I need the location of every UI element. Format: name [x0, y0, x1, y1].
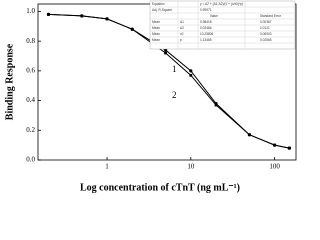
series-label: 1	[172, 64, 177, 74]
data-point	[47, 13, 50, 16]
data-point	[189, 73, 193, 77]
data-point	[105, 17, 109, 21]
y-tick-label: 0.8	[26, 37, 35, 45]
table-cell: A1	[180, 20, 184, 24]
table-cell: Standard Error	[260, 14, 282, 18]
y-tick-label: 0.4	[26, 96, 35, 104]
data-point	[273, 143, 277, 147]
data-point	[287, 146, 291, 150]
y-tick-label: 1.0	[26, 7, 35, 15]
table-cell: 0.02565	[260, 38, 272, 42]
data-point	[80, 14, 84, 18]
table-cell: 10.25806	[200, 32, 214, 36]
table-cell: 0.99971	[200, 8, 212, 12]
series-line	[48, 13, 290, 149]
table-cell: x0	[180, 32, 184, 36]
y-tick-label: 0.6	[26, 66, 35, 74]
table-cell: 0.0121	[260, 26, 270, 30]
table-cell: 0.02466	[200, 26, 212, 30]
table-cell: Mean	[152, 38, 160, 42]
table-cell: Mean	[152, 32, 160, 36]
table-cell: A2	[180, 26, 184, 30]
chart: Binding Response Log concentration of cT…	[4, 0, 297, 193]
y-axis-title: Binding Response	[4, 43, 15, 120]
table-cell: y = A2 + (A1-A2)/(1 + (x/x0)^p)	[200, 2, 243, 6]
table-cell: Value	[210, 14, 218, 18]
table-cell: 1.13465	[200, 38, 212, 42]
data-point	[214, 103, 218, 107]
table-cell: p	[180, 38, 182, 42]
y-tick-label: 0.0	[26, 156, 35, 164]
table-cell: Equation	[152, 2, 165, 6]
data-point	[247, 133, 251, 137]
data-point	[163, 48, 168, 52]
data-point	[164, 51, 167, 55]
y-tick-label: 0.2	[26, 126, 35, 134]
table-cell: 0.00387	[260, 20, 272, 24]
data-point	[130, 27, 134, 31]
x-tick-label: 1	[105, 163, 109, 171]
table-cell: Mean	[152, 20, 160, 24]
table-cell: 0.98418	[200, 20, 212, 24]
series-label: 2	[172, 90, 177, 100]
x-tick-label: 100	[269, 163, 280, 171]
data-point	[189, 69, 193, 73]
x-tick-label: 10	[187, 163, 195, 171]
table-cell: 0.06903	[260, 32, 272, 36]
table-cell: Adj. R-Square	[152, 8, 172, 12]
table-cell: Mean	[152, 26, 160, 30]
x-axis-title: Log concentration of cTnT (ng mL⁻¹)	[80, 182, 240, 193]
